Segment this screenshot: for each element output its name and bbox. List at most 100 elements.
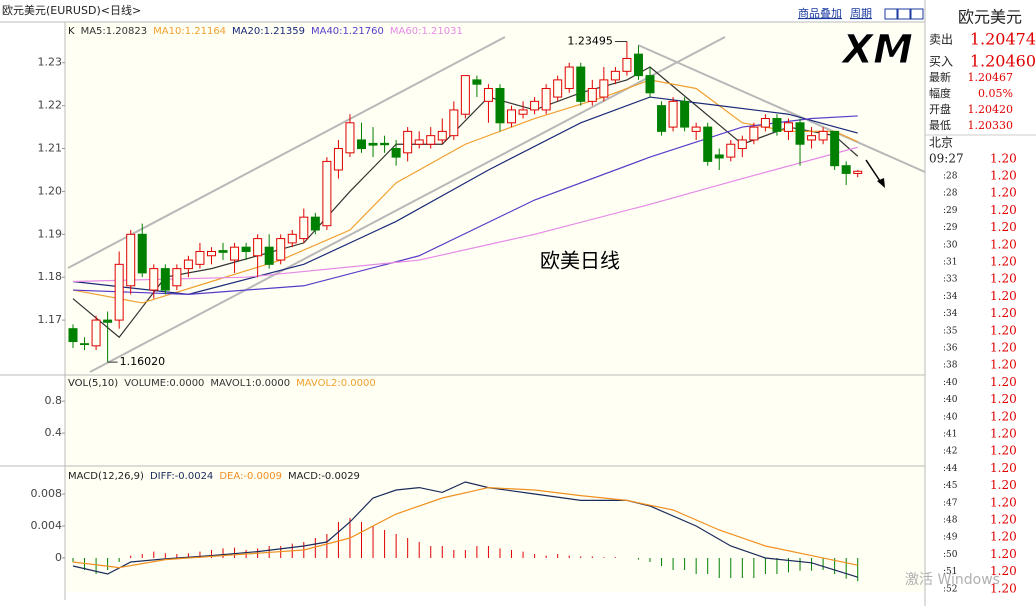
y-tick-label: 0.008 xyxy=(31,487,63,500)
candle-body xyxy=(472,79,482,85)
stat-label: 最新 xyxy=(929,70,951,84)
icon-button[interactable] xyxy=(910,8,924,20)
overlay-link[interactable]: 商品叠加 xyxy=(798,6,842,20)
quote-label: 卖出 xyxy=(929,33,953,47)
trend-line xyxy=(637,44,926,173)
candle-body xyxy=(149,268,159,291)
tick-time: :29 xyxy=(943,223,958,233)
tick-price: 1.20 xyxy=(990,358,1017,372)
arrow-head xyxy=(877,178,885,188)
macd-line xyxy=(72,481,858,578)
tick-time: :31 xyxy=(943,258,957,268)
tick-time: :47 xyxy=(943,498,958,508)
trend-line xyxy=(89,36,726,373)
stat-value: 1.20467 xyxy=(968,71,1014,84)
tick-time: :38 xyxy=(943,361,958,371)
legend-entry: MA5:1.20823 xyxy=(81,26,148,37)
tick-time: :41 xyxy=(943,430,957,440)
tick-time: :45 xyxy=(943,481,958,491)
candle-body xyxy=(299,216,309,240)
legend-entry: MA60:1.21031 xyxy=(390,26,463,37)
tick-time: :36 xyxy=(943,344,958,354)
candle-body xyxy=(103,319,113,323)
candle-body xyxy=(172,268,182,287)
tick-time: :42 xyxy=(943,447,957,457)
arrow xyxy=(865,159,883,185)
tick-time: :40 xyxy=(943,395,958,405)
tick-price: 1.20 xyxy=(990,186,1017,200)
period-link[interactable]: 周期 xyxy=(850,7,872,20)
candle-body xyxy=(449,109,459,137)
candle-body xyxy=(276,238,286,261)
candle-body xyxy=(830,130,840,167)
candle-body xyxy=(587,87,597,102)
legend-entry: DEA:-0.0009 xyxy=(219,471,282,482)
candle-body xyxy=(264,246,274,265)
watermark: 激活 Windows xyxy=(905,571,1000,588)
candle-body xyxy=(622,57,632,72)
city-label: 北京 xyxy=(929,136,953,150)
quote-value: 1.20460 xyxy=(970,52,1036,71)
stat-label: 开盘 xyxy=(929,102,951,116)
tick-time: :40 xyxy=(943,378,958,388)
candle-body xyxy=(380,142,390,146)
quote-value: 1.20474 xyxy=(970,30,1036,49)
chart-area xyxy=(65,22,925,592)
candle-body xyxy=(80,343,90,346)
legend-entry: K xyxy=(68,26,75,37)
annotation-label: 1.16020 xyxy=(120,355,165,368)
candle-body xyxy=(206,250,216,257)
tick-time: :34 xyxy=(943,309,958,319)
tick-time: :44 xyxy=(943,464,958,474)
candle-body xyxy=(218,250,228,253)
tick-time: :40 xyxy=(943,412,958,422)
icon-button[interactable] xyxy=(884,8,898,20)
candle-body xyxy=(160,268,170,291)
tick-price: 1.20 xyxy=(990,237,1017,251)
quote-label: 买入 xyxy=(929,55,953,69)
tick-time: :29 xyxy=(943,206,958,216)
candle-body xyxy=(772,118,782,132)
tick-time: 09:27 xyxy=(929,152,964,166)
candle-body xyxy=(657,105,667,132)
toolbar-icons xyxy=(884,8,924,20)
moving-average xyxy=(72,96,858,295)
trend-line xyxy=(67,36,506,269)
candle-body xyxy=(495,87,505,124)
tick-price: 1.20 xyxy=(990,375,1017,389)
candle-body xyxy=(333,148,343,171)
candle-body xyxy=(610,70,620,81)
tick-price: 1.20 xyxy=(990,203,1017,217)
candle-body xyxy=(807,135,817,141)
icon-button[interactable] xyxy=(897,8,911,20)
candle-body xyxy=(507,109,517,124)
candle-body xyxy=(760,118,770,128)
legend-entry: VOLUME:0.0000 xyxy=(124,378,204,389)
broker-logo: XM xyxy=(839,27,913,73)
tick-time: :51 xyxy=(943,567,957,577)
y-tick-label: 1.18 xyxy=(38,270,63,283)
legend-entry: MACD(12,26,9) xyxy=(68,471,144,482)
candle-body xyxy=(195,250,205,265)
candle-body xyxy=(230,246,240,261)
candle-body xyxy=(403,130,413,154)
tick-time: :30 xyxy=(943,240,958,250)
tick-time: :49 xyxy=(943,533,958,543)
y-tick-label: 1.19 xyxy=(38,227,63,240)
candle-body xyxy=(253,238,263,257)
tick-price: 1.20 xyxy=(990,478,1017,492)
tick-price: 1.20 xyxy=(990,220,1017,234)
legend-entry: MAVOL2:0.0000 xyxy=(296,378,376,389)
stat-label: 最低 xyxy=(929,119,951,132)
candle-body xyxy=(310,216,320,231)
candle-body xyxy=(795,122,805,145)
candle-body xyxy=(564,66,574,89)
tick-price: 1.20 xyxy=(990,444,1017,458)
y-tick-label: 0.8 xyxy=(45,394,63,407)
legend-entry: DIFF:-0.0024 xyxy=(150,471,213,482)
stat-value: 1.20330 xyxy=(968,119,1014,132)
candle-body xyxy=(114,263,124,321)
y-tick-label: 0.004 xyxy=(31,519,63,532)
tick-price: 1.20 xyxy=(990,513,1017,527)
